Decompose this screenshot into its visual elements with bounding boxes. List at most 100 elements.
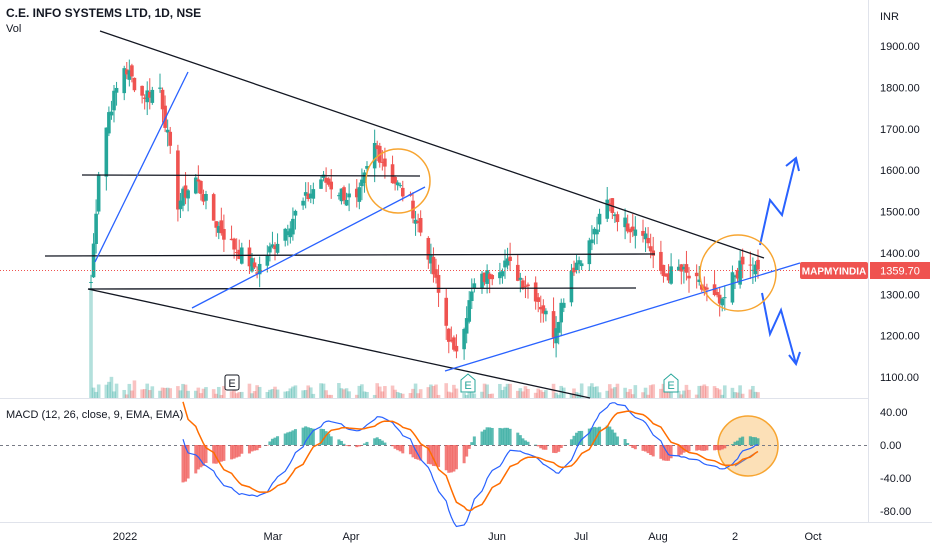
volume-bar — [505, 383, 510, 398]
blue-uptrend-1[interactable] — [94, 71, 189, 263]
macd-tick-label: -80.00 — [880, 506, 911, 518]
resistance-line-2[interactable] — [44, 253, 656, 257]
candle-body — [150, 89, 155, 103]
candle-body — [756, 259, 760, 270]
volume-bar — [193, 390, 198, 398]
volume-bar — [669, 392, 673, 398]
macd-histogram-bar — [345, 445, 349, 446]
volume-bar — [91, 387, 96, 398]
volume-bar — [204, 387, 208, 398]
candle-body — [426, 237, 431, 260]
symbol-title[interactable]: C.E. INFO SYSTEMS LTD, 1D, NSE — [6, 6, 202, 20]
macd-histogram-bar — [702, 445, 706, 451]
volume-bar — [342, 389, 346, 398]
macd-histogram-bar — [199, 445, 203, 468]
support-line-1[interactable] — [87, 287, 637, 290]
candle-body — [590, 239, 594, 244]
volume-bar — [648, 385, 653, 398]
macd-histogram-bar — [623, 439, 627, 445]
macd-histogram-bar — [684, 445, 688, 452]
macd-histogram-bar — [462, 445, 466, 464]
volume-bar — [659, 388, 663, 398]
candle-body — [452, 337, 456, 350]
symbol-badge: MAPMYINDIA — [800, 262, 868, 279]
volume-bar — [107, 381, 111, 398]
earnings-marker-2[interactable]: E — [460, 373, 476, 393]
price-tick-label: 1200.00 — [880, 331, 920, 343]
candle-body — [124, 69, 129, 75]
candle-body — [482, 272, 487, 283]
candle-body — [697, 279, 702, 283]
candle-body — [165, 129, 170, 133]
volume-bar — [273, 386, 277, 398]
volume-bar — [372, 394, 377, 398]
volume-bar — [597, 392, 602, 398]
candle-body — [633, 229, 638, 236]
candle-body — [163, 105, 167, 128]
lower-trendline[interactable] — [87, 288, 591, 399]
candle-body — [536, 297, 541, 302]
volume-bar — [275, 389, 280, 398]
upper-trendline[interactable] — [99, 30, 765, 259]
macd-histogram-bar — [736, 440, 740, 445]
macd-histogram-bar — [291, 430, 295, 445]
candle-body — [365, 166, 369, 169]
volume-bar — [400, 393, 405, 398]
macd-axis[interactable]: 40.00 0.00 -40.00 -80.00 — [880, 407, 911, 518]
price-tick-label: 1900.00 — [880, 41, 920, 53]
candle-body — [469, 291, 474, 301]
macd-histogram-bar — [258, 445, 262, 448]
volume-bar — [469, 388, 474, 398]
highlight-circle-apr[interactable] — [365, 148, 431, 214]
volume-bar — [592, 386, 597, 398]
macd-histogram-bar — [667, 445, 671, 461]
projection-down-path[interactable] — [761, 292, 797, 365]
time-tick-label: Aug — [648, 531, 668, 543]
macd-histogram-bar — [508, 428, 512, 445]
volume-bar — [216, 386, 221, 398]
candle-body — [140, 85, 144, 96]
macd-indicator-label[interactable]: MACD (12, 26, close, 9, EMA, EMA) — [6, 409, 184, 421]
earnings-marker-1[interactable]: E — [224, 374, 240, 391]
signal-line — [182, 401, 759, 512]
blue-uptrend-2[interactable] — [191, 186, 426, 309]
macd-histogram-bar — [204, 445, 208, 463]
macd-histogram-bar — [590, 427, 594, 445]
macd-histogram-bar — [306, 427, 310, 445]
macd-histogram-bar — [539, 445, 543, 449]
time-axis[interactable]: 2022 Mar Apr Jun Jul Aug 2 Oct — [113, 531, 822, 543]
price-tick-label: 1500.00 — [880, 207, 920, 219]
arrowhead-down — [788, 351, 801, 367]
volume-bar — [676, 390, 681, 398]
arrowhead-up — [785, 156, 800, 172]
macd-histogram-bar — [342, 443, 346, 445]
candle-body — [372, 142, 377, 169]
price-axis[interactable]: 1900.00 1800.00 1700.00 1600.00 1500.00 1400.… — [880, 41, 920, 384]
volume-indicator-label[interactable]: Vol — [6, 23, 22, 35]
candle-body — [554, 328, 558, 344]
candle-body — [193, 177, 198, 194]
earnings-marker-3[interactable]: E — [663, 373, 679, 393]
volume-bar — [751, 385, 755, 398]
macd-histogram-bar — [575, 432, 579, 445]
macd-tick-label: -40.00 — [880, 473, 911, 485]
highlight-circle-current[interactable] — [699, 234, 777, 312]
projection-up-path[interactable] — [759, 157, 797, 246]
candle-body — [431, 256, 436, 275]
macd-histogram-bar — [222, 445, 226, 461]
candle-body — [748, 264, 753, 266]
candle-body — [462, 329, 466, 350]
macd-histogram-bar — [419, 445, 423, 461]
candle-body — [538, 306, 543, 310]
blue-uptrend-3[interactable] — [444, 262, 801, 372]
volume-bar — [255, 385, 259, 398]
candle-body — [467, 300, 472, 322]
resistance-line-1[interactable] — [81, 174, 421, 177]
macd-histogram-bar — [465, 445, 469, 457]
candle-body — [533, 282, 538, 302]
volume-bar — [219, 394, 224, 398]
candle-body — [339, 188, 344, 202]
time-tick-label: Jun — [488, 531, 506, 543]
volume-bar — [357, 385, 362, 398]
macd-histogram-bar — [610, 429, 614, 445]
